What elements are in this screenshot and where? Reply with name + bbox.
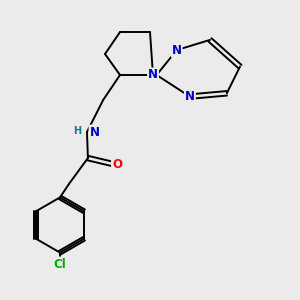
Text: N: N [89,125,100,139]
Text: O: O [112,158,122,172]
Text: Cl: Cl [54,257,66,271]
Text: N: N [172,44,182,57]
Text: H: H [73,125,82,136]
Text: N: N [185,90,195,103]
Text: N: N [148,68,158,82]
